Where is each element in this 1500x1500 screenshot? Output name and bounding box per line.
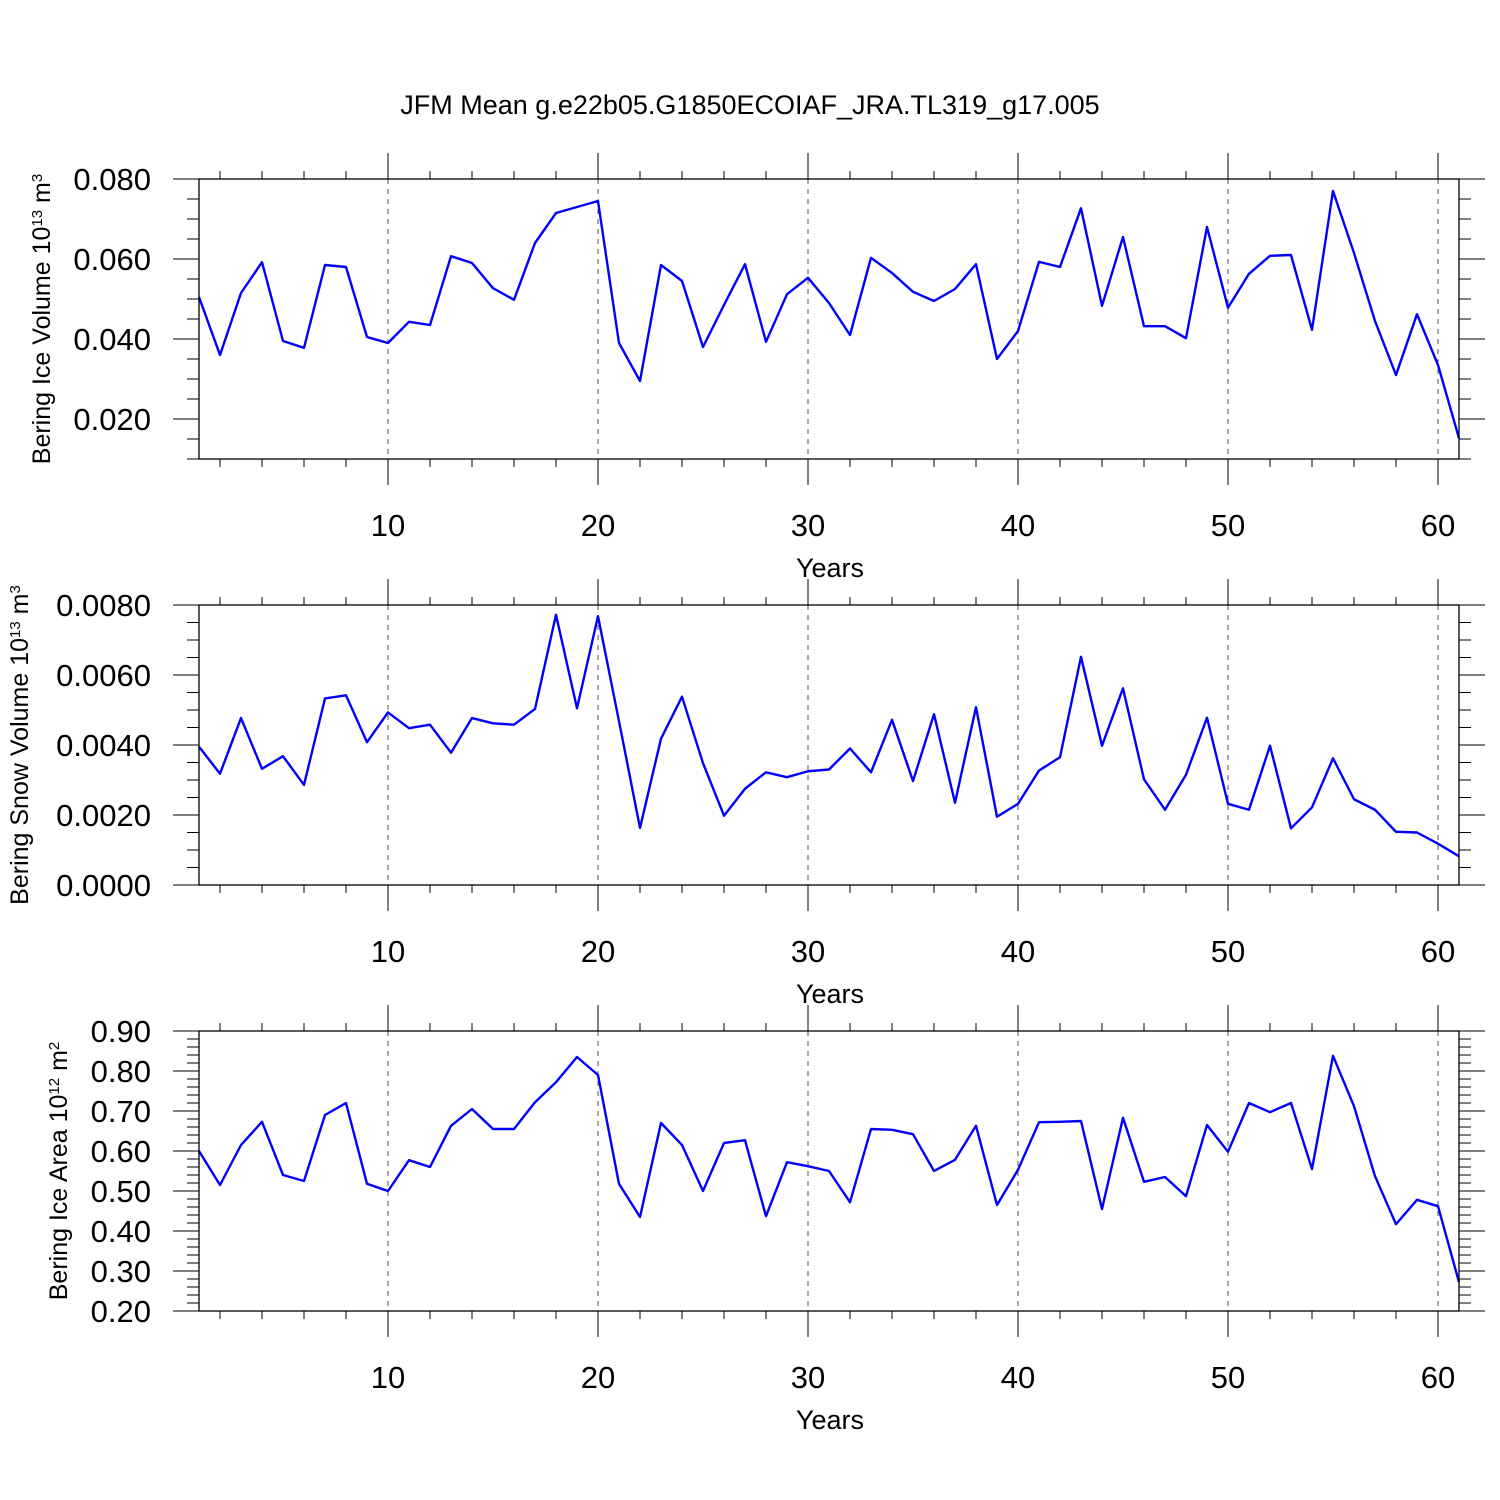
y-label-main: Bering Ice Volume 10: [28, 227, 56, 465]
x-tick-label: 20: [581, 934, 615, 969]
x-tick-labels: 10 20 30 40 50 60: [371, 1360, 1455, 1395]
x-tick-label: 60: [1421, 1360, 1455, 1395]
panel-ice-area: 0.20 0.30 0.40 0.50 0.60 0.70 0.80 0.90 10 20 30 4…: [45, 1005, 1485, 1435]
x-axis-label: Years: [796, 553, 864, 583]
y-tick-label: 0.0020: [56, 798, 151, 833]
x-tick-label: 20: [581, 508, 615, 543]
y-tick-label: 0.50: [91, 1174, 151, 1209]
y-tick-label: 0.0000: [56, 868, 151, 903]
x-tick-label: 50: [1211, 1360, 1245, 1395]
y-label-exp: 12: [46, 1078, 63, 1095]
y-label-unit-exp: 3: [7, 585, 24, 593]
y-tick-label: 0.060: [73, 242, 151, 277]
x-tick-label: 40: [1001, 1360, 1035, 1395]
y-label-exp: 13: [29, 210, 46, 227]
y-label-unit: m: [28, 182, 56, 210]
series-line-snow-volume: [198, 613, 1460, 858]
series-line-ice-area: [197, 1054, 1461, 1283]
y-tick-labels: 0.20 0.30 0.40 0.50 0.60 0.70 0.80 0.90: [91, 1014, 151, 1329]
y-axis-label: Bering Snow Volume 1013 m3: [6, 585, 34, 905]
y-label-main: Bering Ice Area 10: [45, 1095, 73, 1301]
x-tick-labels: 10 20 30 40 50 60: [371, 934, 1455, 969]
x-tick-label: 30: [791, 508, 825, 543]
y-tick-label: 0.0080: [56, 588, 151, 623]
y-tick-label: 0.40: [91, 1214, 151, 1249]
y-label-unit-exp: 2: [46, 1042, 63, 1050]
x-tick-label: 30: [791, 934, 825, 969]
minor-ticks: [187, 597, 1471, 893]
y-tick-label: 0.30: [91, 1254, 151, 1289]
y-label-unit-exp: 3: [29, 174, 46, 182]
x-tick-label: 10: [371, 508, 405, 543]
y-label-unit: m: [6, 594, 34, 622]
x-tick-label: 40: [1001, 508, 1035, 543]
minor-ticks: [187, 1023, 1471, 1319]
x-axis-label: Years: [796, 1405, 864, 1435]
x-tick-label: 10: [371, 1360, 405, 1395]
y-axis-label: Bering Ice Area 1012 m2: [45, 1042, 73, 1301]
major-ticks: [173, 1005, 1485, 1337]
grid-lines: [387, 605, 1439, 885]
y-axis-label: Bering Ice Volume 1013 m3: [28, 174, 56, 464]
x-tick-label: 20: [581, 1360, 615, 1395]
y-tick-label: 0.80: [91, 1054, 151, 1089]
y-tick-labels: 0.020 0.040 0.060 0.080: [73, 162, 151, 437]
chart-title: JFM Mean g.e22b05.G1850ECOIAF_JRA.TL319_…: [400, 90, 1099, 120]
y-tick-label: 0.0040: [56, 728, 151, 763]
y-tick-label: 0.080: [73, 162, 151, 197]
y-label-exp: 13: [7, 621, 24, 638]
grid-lines: [387, 179, 1439, 459]
y-tick-label: 0.040: [73, 322, 151, 357]
y-tick-label: 0.60: [91, 1134, 151, 1169]
x-tick-labels: 10 20 30 40 50 60: [371, 508, 1455, 543]
plot-frame: [198, 178, 1460, 460]
plot-frame: [198, 1030, 1460, 1312]
grid-lines: [387, 1031, 1439, 1311]
major-ticks: [173, 153, 1485, 485]
x-tick-label: 50: [1211, 934, 1245, 969]
x-axis-label: Years: [796, 979, 864, 1009]
x-tick-label: 60: [1421, 508, 1455, 543]
y-tick-labels: 0.0000 0.0020 0.0040 0.0060 0.0080: [56, 588, 151, 903]
x-tick-label: 10: [371, 934, 405, 969]
y-tick-label: 0.0060: [56, 658, 151, 693]
x-tick-label: 40: [1001, 934, 1035, 969]
x-tick-label: 30: [791, 1360, 825, 1395]
y-label-main: Bering Snow Volume 10: [6, 638, 34, 905]
y-label-unit: m: [45, 1050, 73, 1078]
panel-snow-volume: 0.0000 0.0020 0.0040 0.0060 0.0080 10 20 30 40 5…: [6, 579, 1485, 1009]
y-tick-label: 0.90: [91, 1014, 151, 1049]
major-ticks: [173, 579, 1485, 911]
y-tick-label: 0.20: [91, 1294, 151, 1329]
y-tick-label: 0.020: [73, 402, 151, 437]
minor-ticks: [187, 171, 1471, 467]
x-tick-label: 60: [1421, 934, 1455, 969]
x-tick-label: 50: [1211, 508, 1245, 543]
series-line-ice-volume: [197, 189, 1461, 439]
y-tick-label: 0.70: [91, 1094, 151, 1129]
